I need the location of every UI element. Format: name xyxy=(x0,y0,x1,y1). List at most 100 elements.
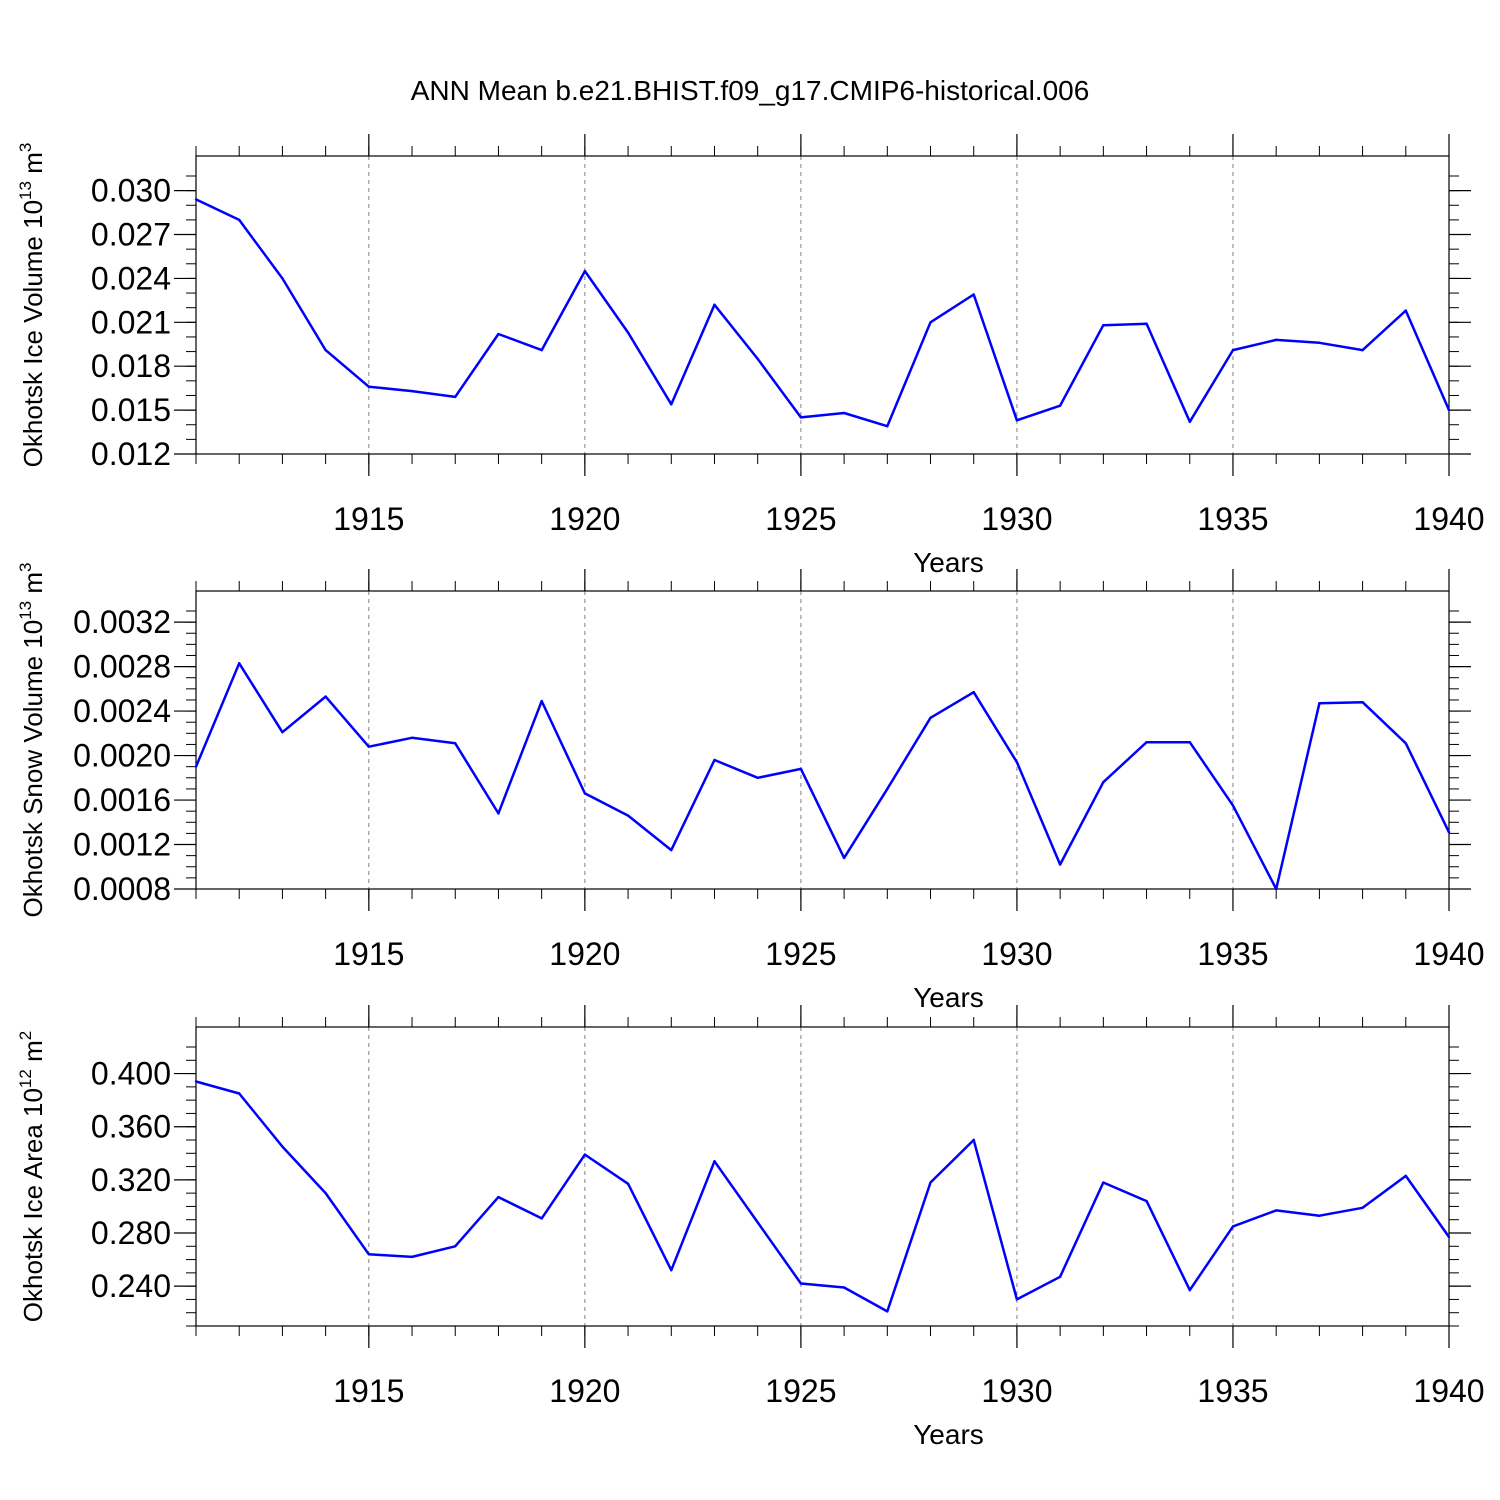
x-tick-label: 1935 xyxy=(1197,501,1268,537)
data-point xyxy=(756,1221,759,1224)
data-point xyxy=(540,348,543,352)
y-tick-label: 0.240 xyxy=(91,1268,171,1304)
data-point xyxy=(324,695,327,698)
data-point xyxy=(972,690,975,694)
y-tick-label: 0.0024 xyxy=(73,693,171,729)
y-axis-label-exponent: 13 xyxy=(16,181,35,200)
data-point xyxy=(972,293,975,296)
x-tick-label: 1925 xyxy=(765,501,836,537)
data-point xyxy=(324,348,327,352)
data-point xyxy=(1145,322,1148,325)
y-tick-label: 0.027 xyxy=(91,217,171,253)
data-point xyxy=(454,742,457,745)
x-tick-label: 1920 xyxy=(549,501,620,537)
data-point xyxy=(713,758,716,762)
x-tick-label: 1935 xyxy=(1197,1373,1268,1409)
data-point xyxy=(1188,1288,1191,1292)
y-tick-label: 0.0008 xyxy=(73,871,171,907)
y-axis-label-exponent: 13 xyxy=(16,601,35,620)
y-tick-label: 0.018 xyxy=(91,348,171,384)
data-point xyxy=(929,321,932,324)
series-line xyxy=(195,1080,1451,1313)
x-tick-label: 1930 xyxy=(981,1373,1052,1409)
y-tick-label: 0.320 xyxy=(91,1162,171,1198)
data-point xyxy=(842,1286,846,1289)
data-point xyxy=(1361,700,1364,704)
data-point xyxy=(497,812,500,815)
y-tick-label: 0.0028 xyxy=(73,649,171,685)
data-point xyxy=(756,776,759,779)
data-point xyxy=(454,1245,457,1248)
data-point xyxy=(367,385,371,388)
data-point xyxy=(626,1182,630,1186)
y-axis-label-unit-exponent: 2 xyxy=(16,1031,35,1040)
data-point xyxy=(1102,324,1105,327)
data-point xyxy=(238,1092,241,1095)
x-axis-label: Years xyxy=(913,1419,984,1450)
y-axis-label: Okhotsk Ice Area 1012 m2 xyxy=(16,1031,48,1322)
data-point xyxy=(1231,348,1235,352)
y-axis-label-exponent: 12 xyxy=(16,1069,35,1088)
data-point xyxy=(1102,1181,1105,1184)
y-tick-label: 0.012 xyxy=(91,436,171,472)
x-tick-label: 1940 xyxy=(1413,936,1484,972)
data-point xyxy=(1231,1225,1235,1228)
data-point xyxy=(194,1080,198,1083)
x-axis-label: Years xyxy=(913,547,984,578)
data-point xyxy=(1274,1209,1278,1212)
data-point xyxy=(670,1269,673,1272)
data-point xyxy=(1318,702,1321,705)
data-point xyxy=(1447,831,1451,834)
data-point xyxy=(238,662,241,665)
data-point xyxy=(410,1255,414,1259)
x-tick-label: 1940 xyxy=(1413,501,1484,537)
y-tick-label: 0.280 xyxy=(91,1215,171,1251)
x-tick-label: 1925 xyxy=(765,1373,836,1409)
data-point xyxy=(540,1217,543,1220)
data-point xyxy=(1015,419,1019,422)
chart-panel-2: 1915 1920 1925 1930 1935 1940 0.0008 0.0012 0.00… xyxy=(16,563,1485,1014)
data-point xyxy=(670,848,673,852)
x-tick-label: 1940 xyxy=(1413,1373,1484,1409)
data-point xyxy=(886,425,889,428)
data-point xyxy=(497,332,500,336)
data-point xyxy=(194,198,198,201)
plot-frame xyxy=(195,590,1450,890)
x-tick-label: 1920 xyxy=(549,936,620,972)
series-line xyxy=(194,662,1451,891)
y-tick-label: 0.024 xyxy=(91,260,171,296)
y-axis-label-text: Okhotsk Ice Area 10 xyxy=(18,1088,48,1322)
data-point xyxy=(367,745,371,748)
y-tick-label: 0.400 xyxy=(91,1056,171,1092)
data-point xyxy=(497,1195,500,1199)
y-axis-label-unit: m xyxy=(18,152,48,181)
data-point xyxy=(1274,887,1278,891)
y-axis-label: Okhotsk Snow Volume 1013 m3 xyxy=(16,563,48,918)
data-point xyxy=(1447,408,1451,412)
plot-frame xyxy=(195,1026,1450,1327)
data-point xyxy=(972,1138,975,1142)
x-tick-label: 1915 xyxy=(333,1373,404,1409)
chart-title: ANN Mean b.e21.BHIST.f09_g17.CMIP6-histo… xyxy=(411,75,1090,106)
data-point xyxy=(1058,1275,1062,1279)
series-line xyxy=(195,198,1451,428)
data-point xyxy=(886,787,889,791)
y-axis-label-unit: m xyxy=(18,572,48,601)
data-point xyxy=(583,269,587,273)
data-point xyxy=(929,1181,932,1184)
data-point xyxy=(1188,420,1191,424)
data-point xyxy=(842,856,846,860)
y-axis-label-unit-exponent: 3 xyxy=(16,143,35,152)
y-tick-label: 0.0012 xyxy=(73,827,171,863)
x-axis-label: Years xyxy=(913,982,984,1013)
y-tick-label: 0.015 xyxy=(91,392,171,428)
x-tick-label: 1930 xyxy=(981,501,1052,537)
x-tick-label: 1920 xyxy=(549,1373,620,1409)
data-point xyxy=(1361,348,1364,352)
y-axis-label-text: Okhotsk Snow Volume 10 xyxy=(18,620,48,918)
plot-frame xyxy=(195,155,1450,455)
x-tick-label: 1930 xyxy=(981,936,1052,972)
data-point xyxy=(1404,309,1407,312)
